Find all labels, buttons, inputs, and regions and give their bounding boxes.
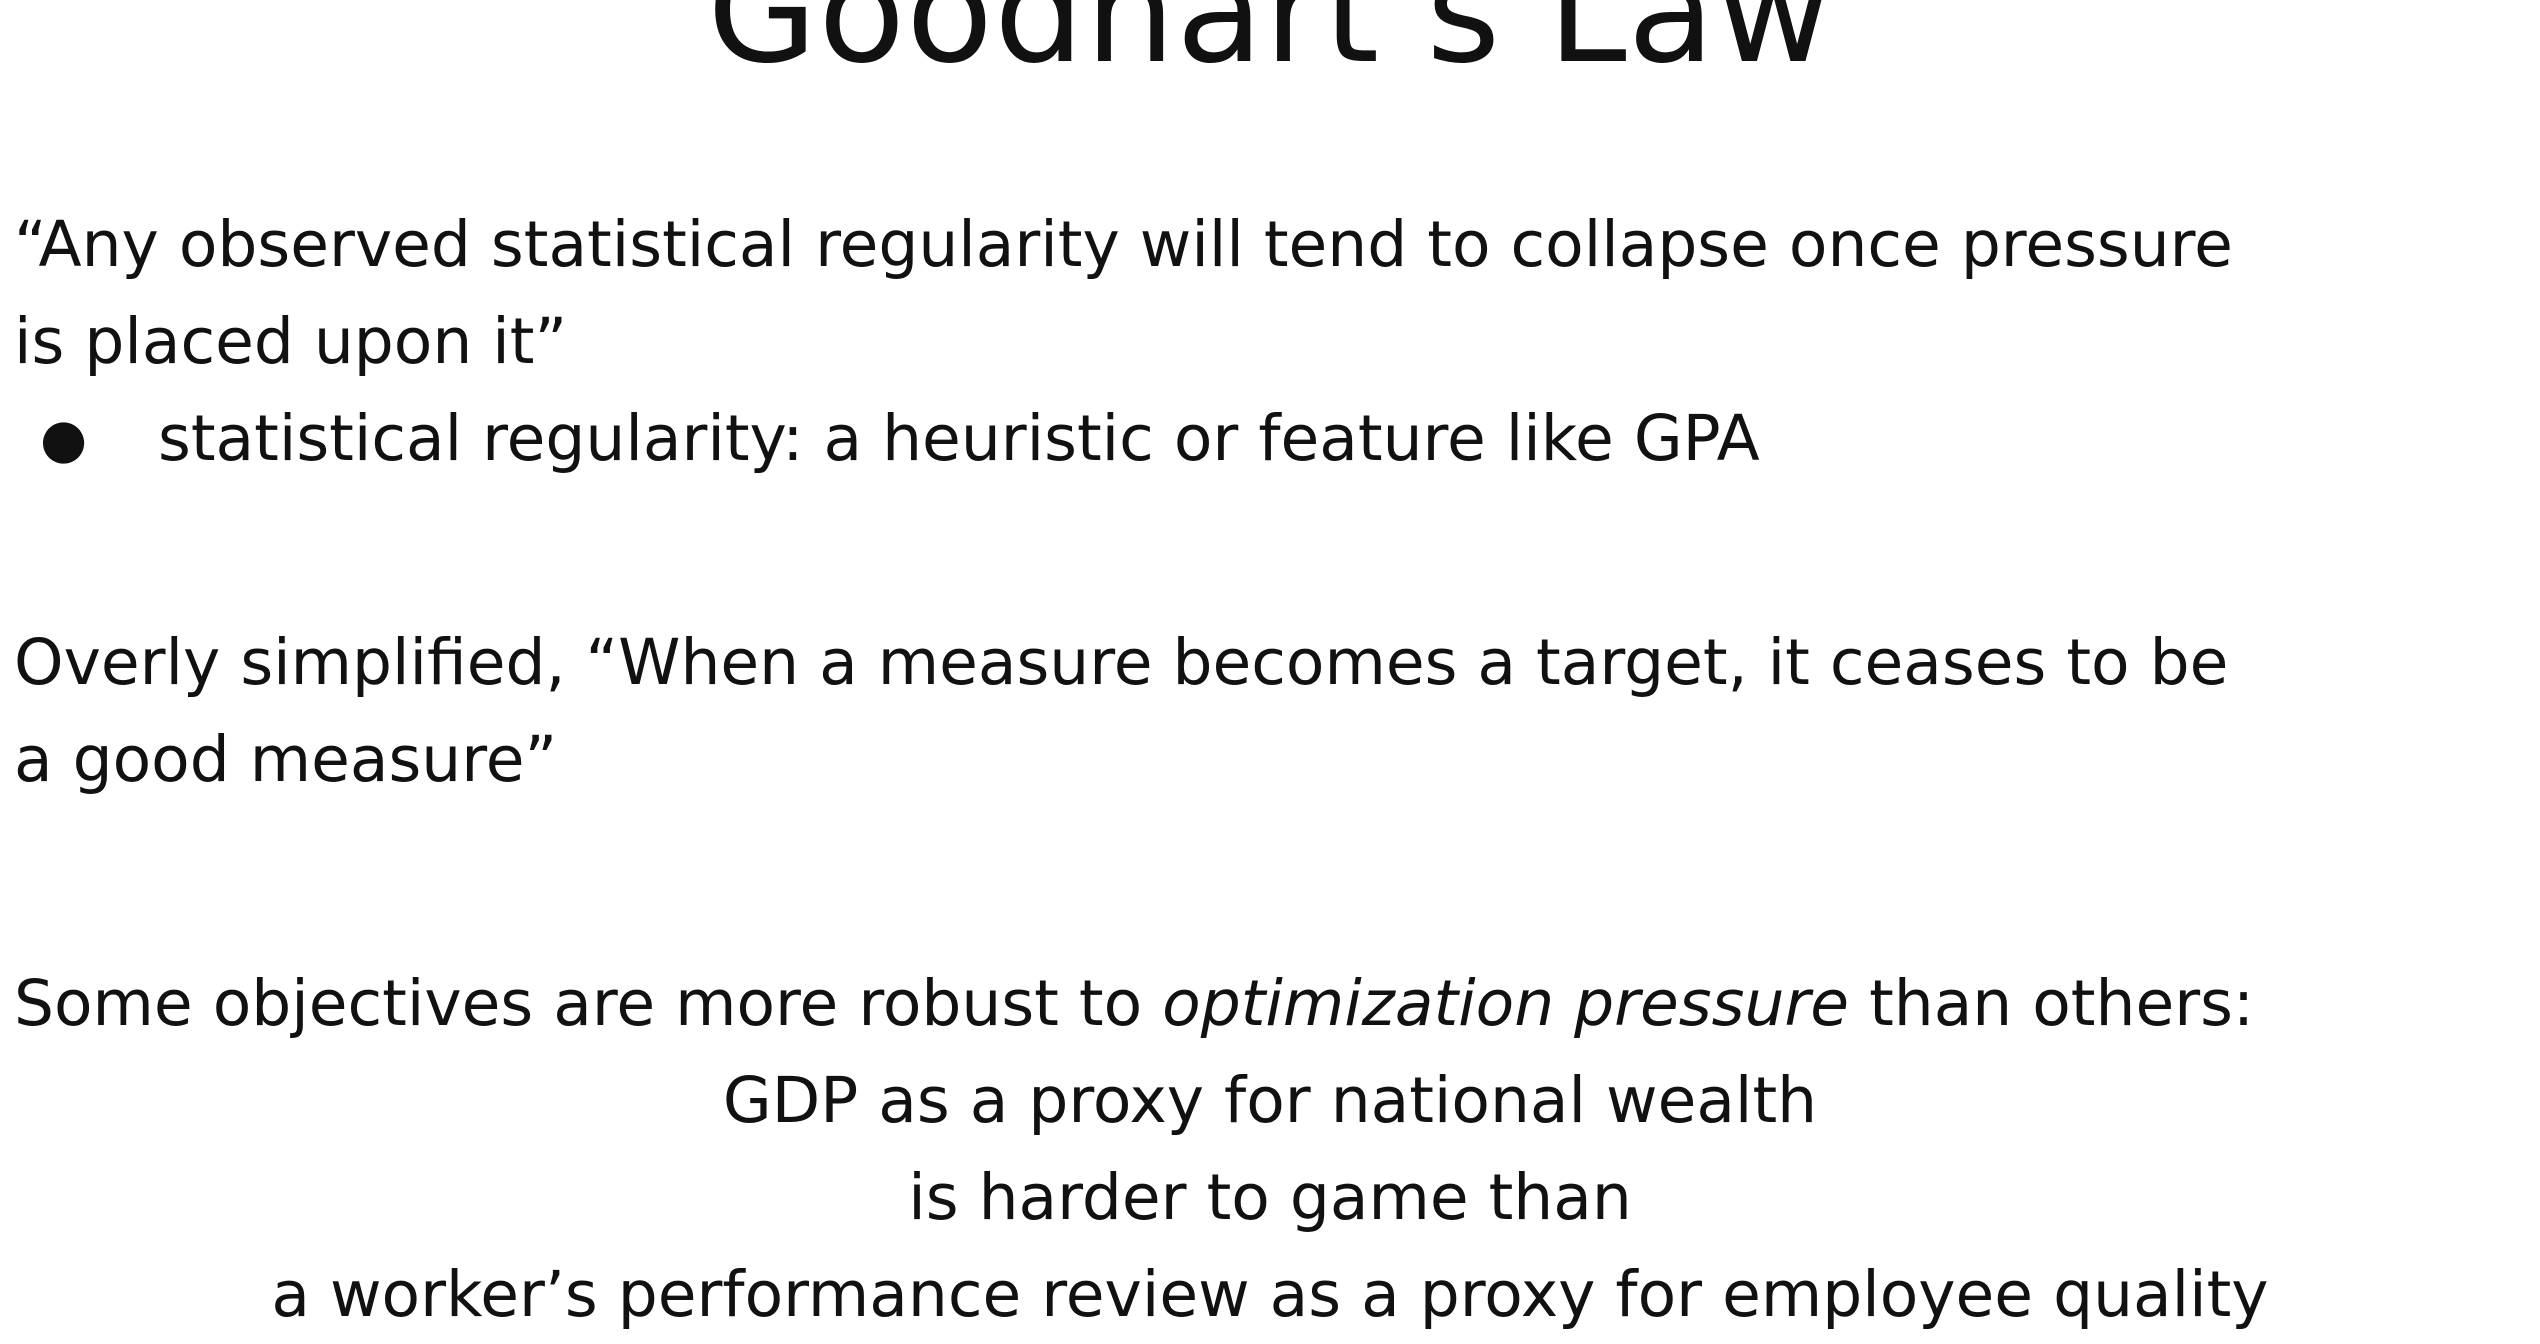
simplified-quote-line-2: a good measure” [14, 723, 558, 796]
comparison-line-1: GDP as a proxy for national wealth [722, 1064, 1818, 1137]
slide-title: Goodhart’s Law [707, 0, 1833, 95]
robustness-statement: Some objectives are more robust to optim… [14, 955, 2534, 1052]
comparison-line-3: a worker’s performance review as a proxy… [271, 1258, 2269, 1331]
robustness-line: Some objectives are more robust to optim… [14, 955, 2534, 1052]
simplified-quote: Overly simplified, “When a measure becom… [14, 614, 2534, 808]
robustness-emphasis: optimization pressure [1162, 967, 1850, 1040]
goodhart-quote-line-2: is placed upon it” [14, 305, 568, 378]
robustness-text-before: Some objectives are more robust to [14, 967, 1163, 1040]
comparison-line-2: is harder to game than [908, 1161, 1632, 1234]
bullet-item: ● statistical regularity: a heuristic or … [40, 390, 1760, 487]
bullet-marker: ● [40, 407, 88, 470]
simplified-quote-line-1: Overly simplified, “When a measure becom… [14, 626, 2229, 699]
bullet-text: statistical regularity: a heuristic or f… [158, 402, 1760, 475]
goodhart-quote: “Any observed statistical regularity wil… [14, 196, 2534, 390]
robustness-text-after: than others: [1849, 967, 2255, 1040]
goodhart-quote-line-1: “Any observed statistical regularity wil… [14, 208, 2233, 281]
